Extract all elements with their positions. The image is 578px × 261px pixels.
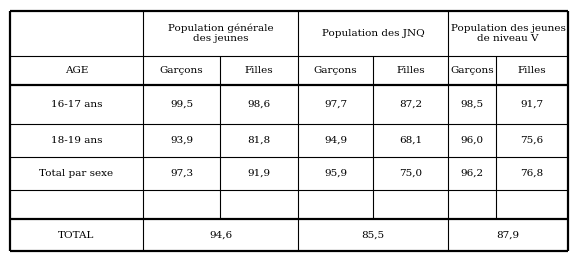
- Text: 91,9: 91,9: [247, 169, 271, 178]
- Text: Population des jeunes
de niveau V: Population des jeunes de niveau V: [451, 24, 565, 43]
- Text: 95,9: 95,9: [324, 169, 347, 178]
- Text: 96,0: 96,0: [461, 136, 484, 145]
- Text: Garçons: Garçons: [450, 66, 494, 75]
- Text: 18-19 ans: 18-19 ans: [51, 136, 102, 145]
- Text: 16-17 ans: 16-17 ans: [51, 100, 102, 109]
- Text: Garçons: Garçons: [160, 66, 203, 75]
- Text: 98,5: 98,5: [461, 100, 484, 109]
- Text: Filles: Filles: [518, 66, 546, 75]
- Text: Filles: Filles: [396, 66, 425, 75]
- Text: 87,2: 87,2: [399, 100, 422, 109]
- Text: Population des JNQ: Population des JNQ: [321, 29, 424, 38]
- Text: Total par sexe: Total par sexe: [39, 169, 113, 178]
- Text: 81,8: 81,8: [247, 136, 271, 145]
- Text: 87,9: 87,9: [497, 230, 520, 240]
- Text: 93,9: 93,9: [170, 136, 193, 145]
- Text: 94,6: 94,6: [209, 230, 232, 240]
- Text: 91,7: 91,7: [520, 100, 543, 109]
- Text: 75,0: 75,0: [399, 169, 422, 178]
- Text: 76,8: 76,8: [520, 169, 543, 178]
- Text: 97,3: 97,3: [170, 169, 193, 178]
- Text: AGE: AGE: [65, 66, 88, 75]
- Text: 99,5: 99,5: [170, 100, 193, 109]
- Text: 97,7: 97,7: [324, 100, 347, 109]
- Text: 98,6: 98,6: [247, 100, 271, 109]
- Text: 94,9: 94,9: [324, 136, 347, 145]
- Text: 96,2: 96,2: [461, 169, 484, 178]
- Text: 75,6: 75,6: [520, 136, 543, 145]
- Text: 68,1: 68,1: [399, 136, 422, 145]
- Text: TOTAL: TOTAL: [58, 230, 95, 240]
- Text: 85,5: 85,5: [361, 230, 384, 240]
- Text: Population générale
des jeunes: Population générale des jeunes: [168, 23, 273, 43]
- Text: Garçons: Garçons: [314, 66, 357, 75]
- Text: Filles: Filles: [244, 66, 273, 75]
